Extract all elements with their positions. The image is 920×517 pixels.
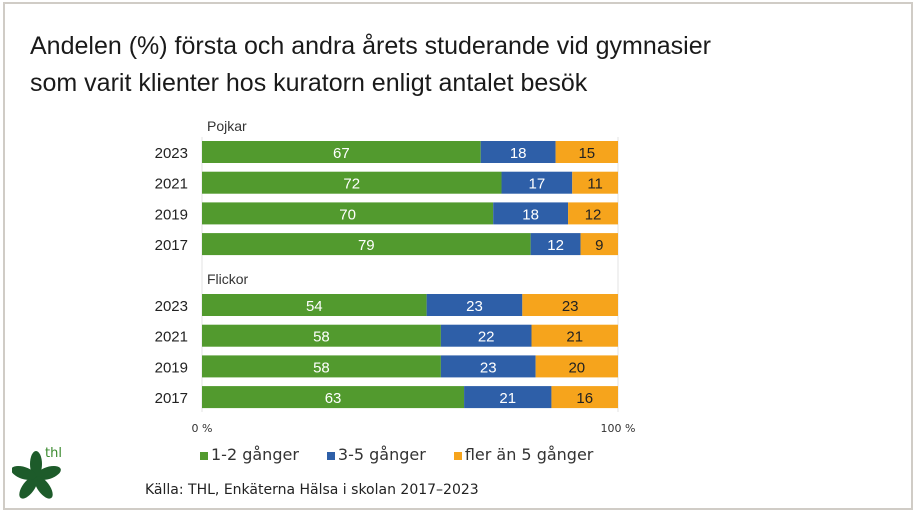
data-label: 67 xyxy=(333,145,350,162)
bar-segment xyxy=(501,171,573,194)
source-note: Källa: THL, Enkäterna Hälsa i skolan 201… xyxy=(145,482,479,498)
bar-segment xyxy=(202,355,441,378)
data-label: 21 xyxy=(499,390,516,407)
y-tick-label: 2021 xyxy=(155,329,188,346)
legend-swatch xyxy=(453,452,462,460)
bar-segment xyxy=(202,324,441,347)
data-label: 15 xyxy=(578,145,595,162)
legend-swatch xyxy=(200,452,208,460)
bar-segment xyxy=(440,324,532,347)
data-label: 22 xyxy=(478,329,495,346)
bar-segment xyxy=(568,202,618,225)
y-tick-label: 2021 xyxy=(155,176,188,193)
data-label: 23 xyxy=(562,298,579,315)
legend: 1-2 gånger 3-5 gånger fler än 5 gånger xyxy=(200,445,593,464)
data-label: 58 xyxy=(313,359,330,376)
data-label: 16 xyxy=(576,390,593,407)
x-tick-label: 0 % xyxy=(192,422,213,435)
bar-segment xyxy=(202,171,502,194)
y-tick-label: 2017 xyxy=(155,390,188,407)
bar-segment xyxy=(551,386,618,409)
legend-item-2: 3-5 gånger xyxy=(326,445,426,464)
bar-segment xyxy=(530,233,581,256)
data-label: 63 xyxy=(325,390,342,407)
frame xyxy=(3,2,913,510)
bar-segment xyxy=(202,141,481,163)
data-label: 72 xyxy=(343,176,360,193)
data-label: 58 xyxy=(313,329,330,346)
data-label: 9 xyxy=(595,237,603,254)
bar-segment xyxy=(202,294,427,316)
bar-segment xyxy=(202,233,531,256)
y-tick-label: 2023 xyxy=(155,298,188,315)
svg-text:thl: thl xyxy=(45,446,62,461)
bar-segment xyxy=(572,171,618,194)
title-line-1: Andelen (%) första och andra årets stude… xyxy=(30,32,711,60)
bar-segment xyxy=(426,294,523,316)
data-label: 21 xyxy=(566,329,583,346)
bar-segment xyxy=(555,141,618,163)
bar-segment xyxy=(202,386,465,409)
y-tick-label: 2019 xyxy=(155,206,188,223)
data-label: 18 xyxy=(522,206,539,223)
legend-label: 3-5 gånger xyxy=(337,445,426,464)
group-label-flickor: Flickor xyxy=(207,271,249,287)
data-label: 18 xyxy=(510,145,527,162)
data-label: 54 xyxy=(306,298,323,315)
data-label: 79 xyxy=(358,237,375,254)
data-label: 12 xyxy=(547,237,564,254)
legend-swatch xyxy=(326,452,335,460)
data-label: 12 xyxy=(585,206,602,223)
bar-segment xyxy=(531,324,618,347)
x-tick-label: 100 % xyxy=(601,422,636,435)
bar-segment xyxy=(202,202,494,225)
y-tick-label: 2023 xyxy=(155,145,188,162)
y-tick-label: 2017 xyxy=(155,237,188,254)
legend-label: 1-2 gånger xyxy=(211,445,299,464)
bar-segment xyxy=(464,386,552,409)
thl-logo-icon: thl xyxy=(12,446,62,499)
bar-segment xyxy=(535,355,618,378)
bar-segment xyxy=(580,233,618,256)
data-label: 23 xyxy=(466,298,483,315)
bar-segment xyxy=(480,141,556,163)
data-label: 20 xyxy=(568,359,585,376)
group-label-pojkar: Pojkar xyxy=(207,118,247,134)
data-label: 23 xyxy=(480,359,497,376)
bar-segment xyxy=(493,202,569,225)
legend-item-3: fler än 5 gånger xyxy=(453,445,594,464)
data-label: 11 xyxy=(587,176,603,193)
y-tick-label: 2019 xyxy=(155,359,188,376)
data-label: 17 xyxy=(529,176,546,193)
title-line-2: som varit klienter hos kuratorn enligt a… xyxy=(30,69,588,97)
bar-segment xyxy=(440,355,536,378)
legend-label: fler än 5 gånger xyxy=(464,445,594,464)
legend-item-1: 1-2 gånger xyxy=(200,445,299,464)
bar-segment xyxy=(522,294,618,316)
data-label: 70 xyxy=(339,206,356,223)
chart-title: Andelen (%) första och andra årets stude… xyxy=(30,28,711,102)
